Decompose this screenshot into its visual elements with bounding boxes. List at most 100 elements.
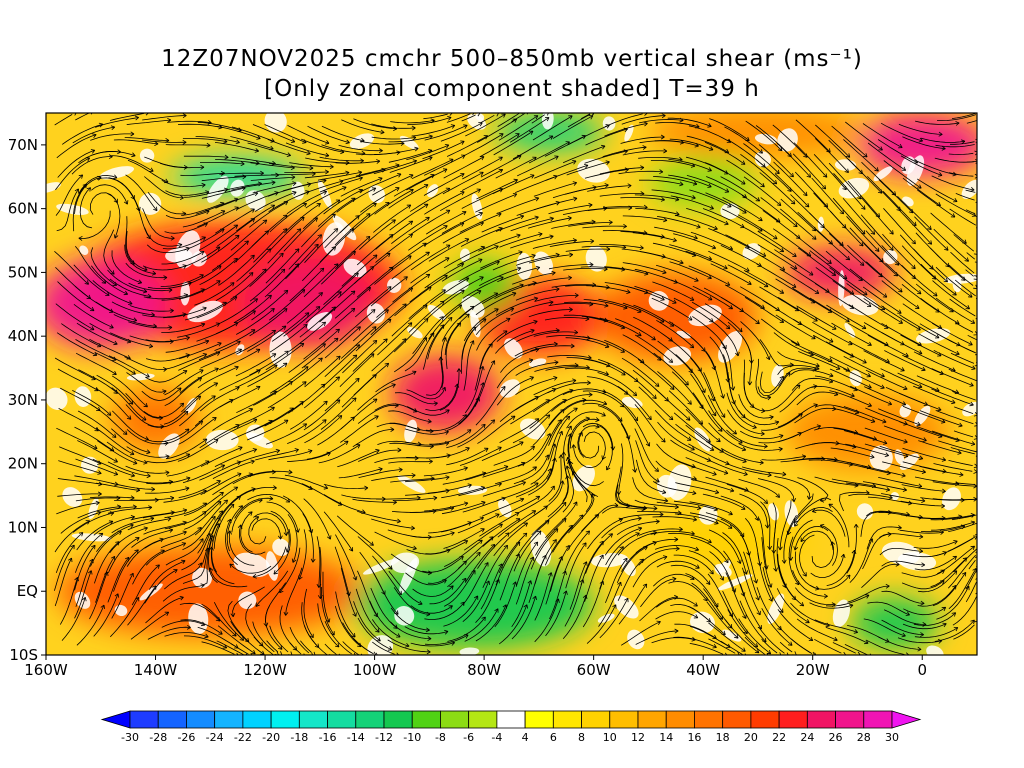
streamline-arrow — [917, 341, 922, 346]
streamline — [144, 569, 178, 604]
colorbar-label: 4 — [522, 731, 529, 744]
streamline-arrow — [283, 289, 289, 295]
streamline-arrow — [725, 324, 731, 330]
streamline-arrow — [98, 532, 104, 538]
streamline — [336, 187, 376, 213]
streamline — [758, 626, 785, 654]
streamline — [424, 154, 466, 176]
streamline-arrow — [779, 608, 784, 613]
streamline-arrow — [206, 142, 211, 148]
streamline — [289, 400, 328, 430]
streamline — [111, 155, 154, 172]
colorbar-label: -16 — [319, 731, 337, 744]
streamline — [759, 286, 800, 312]
streamline — [535, 518, 567, 556]
low-shear-patch — [62, 487, 83, 507]
streamline-arrow — [518, 250, 523, 256]
streamline-arrow — [617, 581, 622, 587]
streamline-arrow — [657, 356, 662, 361]
low-shear-patch — [343, 258, 367, 278]
streamline — [288, 343, 326, 373]
streamline-arrow — [663, 148, 668, 154]
streamline — [796, 618, 838, 641]
streamline-arrow — [957, 450, 962, 455]
streamline — [640, 251, 684, 264]
streamline-arrow — [87, 570, 93, 575]
streamline-arrow — [530, 174, 535, 179]
streamline-arrow — [975, 141, 977, 147]
streamline-arrow — [844, 168, 849, 173]
streamline — [776, 588, 810, 624]
streamline — [321, 587, 335, 636]
streamline-arrow — [397, 447, 402, 453]
streamline — [270, 510, 290, 553]
streamline-arrow — [531, 510, 537, 515]
streamline — [790, 602, 830, 627]
streamline-arrow — [93, 444, 98, 450]
streamline — [932, 280, 970, 310]
streamline-arrow — [941, 457, 946, 462]
streamline — [670, 279, 713, 301]
streamline — [482, 545, 508, 588]
streamline — [391, 216, 430, 245]
streamline — [563, 425, 572, 476]
streamline — [410, 209, 451, 235]
streamline-arrow — [806, 173, 811, 178]
streamline — [269, 324, 308, 353]
streamline — [145, 487, 190, 494]
streamline-arrow — [571, 444, 577, 449]
streamline-arrow — [499, 133, 504, 138]
streamline — [394, 286, 432, 317]
streamline-arrow — [573, 407, 578, 412]
streamline — [739, 600, 767, 643]
streamline — [375, 497, 421, 500]
streamline — [128, 321, 173, 329]
streamline-arrow — [271, 353, 277, 358]
streamline — [690, 536, 729, 564]
streamline-arrow — [233, 224, 239, 229]
streamline — [514, 343, 558, 357]
streamline — [409, 187, 450, 212]
streamline-arrow — [845, 153, 851, 158]
streamline — [509, 117, 550, 143]
streamline — [828, 139, 863, 174]
streamline-arrow — [448, 317, 453, 322]
streamline — [199, 162, 245, 165]
streamline-arrow — [369, 541, 374, 546]
streamline-arrow — [144, 436, 149, 441]
streamline — [74, 570, 92, 619]
streamline-arrow — [137, 279, 143, 285]
streamline-arrow — [712, 411, 717, 417]
streamline-arrow — [786, 530, 792, 536]
streamline — [370, 303, 407, 336]
streamline-arrow — [279, 252, 284, 258]
streamline — [779, 268, 820, 294]
streamline-arrow — [208, 567, 214, 572]
colorbar-swatch — [327, 710, 357, 729]
streamline — [935, 410, 974, 425]
streamline — [230, 136, 274, 150]
low-shear-patch — [399, 135, 419, 150]
streamline — [527, 217, 572, 229]
streamline — [54, 544, 75, 591]
streamline — [657, 340, 693, 373]
streamline-arrow — [317, 595, 323, 599]
streamline-arrow — [97, 491, 102, 497]
streamline-arrow — [869, 653, 872, 655]
streamline — [334, 546, 350, 596]
streamline — [669, 244, 712, 260]
low-shear-patch — [205, 429, 239, 451]
streamline — [814, 638, 842, 654]
streamline-arrow — [706, 457, 712, 462]
streamline-arrow — [439, 316, 444, 321]
streamline-arrow — [178, 242, 183, 248]
streamline — [638, 157, 683, 161]
streamline-arrow — [494, 608, 499, 613]
streamline — [883, 208, 916, 245]
low-shear-patch — [942, 487, 961, 511]
streamline — [791, 377, 834, 391]
streamline — [788, 536, 800, 586]
streamline — [195, 136, 240, 143]
streamline-arrow — [182, 113, 187, 119]
streamline — [933, 228, 969, 262]
